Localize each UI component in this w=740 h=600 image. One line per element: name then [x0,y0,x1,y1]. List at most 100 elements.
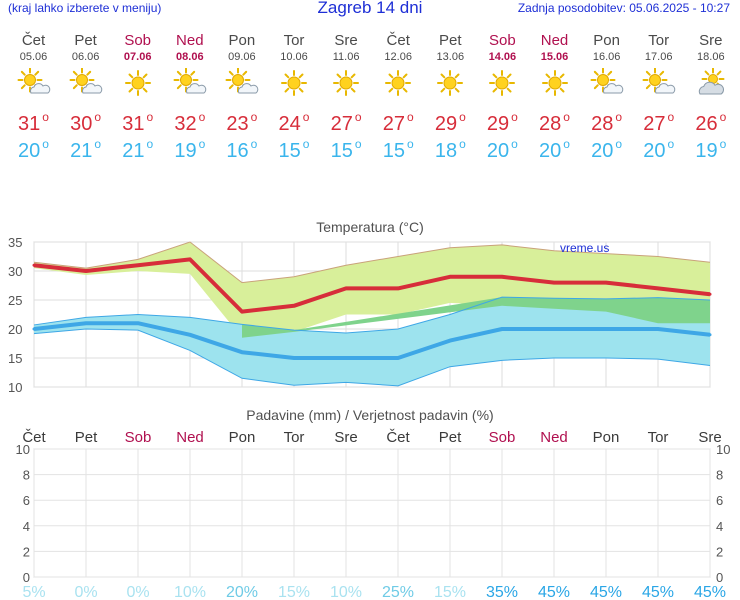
precipitation-day-label: Pon [593,429,620,446]
max-temperature-point [136,263,140,267]
max-temperature: 28 o [539,110,570,135]
day-name: Pon [593,32,620,49]
degree-symbol: o [615,137,623,151]
min-temperature-point [656,327,660,331]
max-temperature: 29 o [486,110,518,135]
day-date: 15.06 [540,51,569,63]
day-name: Tor [648,32,670,49]
min-temperature-point [188,333,192,337]
day-column: Pet 13.06 29 o 18 o [424,32,476,162]
max-temperature: 31 o [122,110,154,135]
day-date: 16.06 [592,51,621,63]
day-date: 13.06 [436,51,465,63]
day-date: 06.06 [71,51,100,63]
sun-icon [489,70,516,96]
max-temperature: 27 o [643,110,675,135]
precipitation-day-label: Sob [489,429,516,446]
day-column: Pon 09.06 23 o 16 o [216,32,268,162]
day-name: Pet [439,32,462,49]
max-temperature-point [240,310,244,314]
degree-symbol: o [302,110,310,124]
max-band-upper-edge [33,241,711,284]
degree-symbol: o [354,137,362,151]
precipitation-day-label: Tor [284,429,305,446]
precipitation-y-tick-left: 10 [16,442,30,457]
max-temperature-point [500,275,504,279]
min-temperature-point [32,327,36,331]
day-column: Čet 05.06 31 o 20 o [8,32,60,162]
location-menu-hint[interactable]: (kraj lahko izberete v meniju) [8,1,162,15]
max-temperature-point [396,286,400,290]
degree-symbol: o [198,137,206,151]
degree-symbol: o [406,110,414,124]
day-name: Sob [489,32,516,49]
temperature-y-tick: 25 [8,293,22,308]
day-name: Ned [176,32,204,49]
day-name: Pet [74,32,97,49]
sun-cloud-icon [173,68,207,94]
day-column: Sob 07.06 31 o 21 o [112,32,164,162]
day-date: 09.06 [228,51,256,63]
min-temperature-point [84,321,88,325]
day-name: Sre [699,32,723,49]
precipitation-probability: 45% [538,584,570,600]
precipitation-probability: 45% [642,584,674,600]
degree-symbol: o [615,110,623,124]
max-temperature: 27 o [330,110,362,135]
day-name: Tor [283,32,305,49]
degree-symbol: o [511,110,518,124]
temperature-y-tick: 30 [8,264,22,279]
precipitation-probability: 20% [226,584,258,600]
temperature-y-tick: 35 [8,235,22,250]
degree-symbol: o [302,137,310,151]
precipitation-probability: 5% [22,584,45,600]
max-temperature: 27 o [382,110,414,135]
min-temperature-point [604,327,608,331]
degree-symbol: o [563,137,570,151]
precipitation-probability: 35% [486,584,518,600]
precipitation-y-tick-left: 4 [23,519,30,534]
sun-cloud-icon [69,68,102,94]
sun-cloud-icon [590,68,623,94]
precipitation-probability: 10% [330,584,362,600]
max-temperature-point [552,281,556,285]
max-temperature: 30 o [70,110,102,135]
sun-cloud-icon [225,68,259,94]
precipitation-day-label: Pon [229,429,256,446]
day-date: 11.06 [332,51,360,63]
max-temperature: 31 o [18,110,49,135]
min-temperature-point [552,327,556,331]
min-temperature: 18 o [434,137,466,162]
precipitation-y-tick-right: 10 [716,442,730,457]
cloud-sun-icon [698,68,725,95]
sun-icon [541,70,568,96]
degree-symbol: o [198,110,206,124]
min-temperature-point [292,356,296,360]
precipitation-probability: 10% [174,584,206,600]
site-credit: vreme.us [560,241,609,255]
min-temperature: 21 o [122,137,154,162]
sun-icon [437,70,464,96]
max-temperature-point [292,304,296,308]
min-temperature-point [448,339,452,343]
degree-symbol: o [511,137,518,151]
precipitation-day-label: Sre [698,429,721,446]
max-temperature-point [344,286,348,290]
last-update-text: Zadnja posodobitev: 05.06.2025 - 10:27 [517,1,730,15]
degree-symbol: o [719,137,727,151]
max-temperature-point [708,292,712,296]
degree-symbol: o [719,110,727,124]
min-temperature: 15 o [278,137,310,162]
degree-symbol: o [146,110,154,124]
precipitation-day-label: Pet [75,429,98,446]
precipitation-y-tick-left: 0 [23,570,30,585]
precipitation-probability: 45% [694,584,726,600]
min-temperature: 19 o [695,137,727,162]
day-column: Sre 18.06 26 o 19 o [685,32,737,162]
precipitation-day-label: Pet [439,429,462,446]
day-date: 12.06 [384,51,412,63]
precipitation-day-label: Tor [648,429,669,446]
day-column: Ned 15.06 28 o 20 o [529,32,581,162]
min-temperature-line [33,321,711,360]
